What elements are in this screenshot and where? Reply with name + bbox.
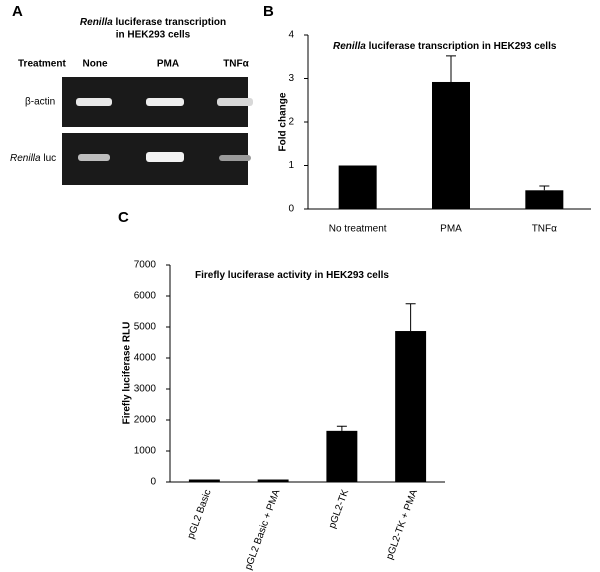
- y-tick-label: 2000: [134, 415, 157, 426]
- bar: [326, 430, 358, 482]
- y-tick-label: 0: [288, 204, 294, 215]
- gel-band: [78, 154, 110, 161]
- panel-label: C: [118, 209, 129, 226]
- bar: [257, 479, 289, 482]
- chart-title: Renilla luciferase transcription in HEK2…: [333, 41, 557, 52]
- gel-row-label-italic: Renilla: [10, 153, 41, 164]
- y-tick-label: 7000: [134, 260, 157, 271]
- y-tick-label: 1000: [134, 446, 157, 457]
- x-tick-label: pGL2 Basic: [186, 488, 214, 540]
- bar: [188, 479, 220, 482]
- gel-band: [217, 98, 253, 106]
- gel-row-label-text: luc: [43, 153, 56, 164]
- y-tick-label: 5000: [134, 322, 157, 333]
- x-tick-label: PMA: [440, 224, 462, 235]
- panel-label: A: [12, 3, 23, 20]
- gel-title-line: in HEK293 cells: [116, 30, 191, 41]
- y-axis-label: Fold change: [278, 92, 289, 151]
- y-tick-label: 3000: [134, 384, 157, 395]
- bar: [395, 331, 427, 482]
- y-tick-label: 2: [288, 117, 294, 128]
- bar: [525, 190, 564, 209]
- x-tick-label: pGL2-TK: [327, 488, 351, 530]
- chart-title-text: Firefly luciferase activity in HEK293 ce…: [195, 270, 389, 281]
- chart-title: Firefly luciferase activity in HEK293 ce…: [195, 270, 389, 281]
- chart-title-italic: Renilla: [333, 41, 366, 52]
- lane-label: None: [83, 59, 108, 70]
- y-tick-label: 3: [288, 73, 294, 84]
- gel-title-line: luciferase transcription: [115, 17, 226, 28]
- chart-title-text: luciferase transcription in HEK293 cells: [369, 41, 557, 52]
- error-bar: [405, 303, 416, 332]
- x-tick-label: No treatment: [329, 224, 387, 235]
- error-bar: [446, 55, 456, 82]
- x-tick-label: TNFα: [532, 224, 557, 235]
- gel-row-label: β-actin: [25, 97, 55, 108]
- error-bar: [539, 185, 550, 191]
- y-tick-label: 0: [150, 477, 156, 488]
- y-tick-label: 4: [288, 30, 294, 41]
- gel-band: [146, 98, 184, 106]
- gel-title-italic: Renilla: [80, 17, 113, 28]
- y-axis-label: Firefly luciferase RLU: [122, 322, 133, 425]
- gel-band: [219, 155, 251, 161]
- y-tick-label: 4000: [134, 353, 157, 364]
- lane-label: PMA: [157, 59, 179, 70]
- gel-row-header: Treatment: [18, 59, 66, 70]
- x-tick-label: pGL2-TK + PMA: [384, 488, 420, 561]
- error-bar: [336, 425, 347, 431]
- bar: [432, 81, 470, 209]
- gel-band: [146, 152, 184, 162]
- gel-title: Renilla luciferase transcription: [80, 17, 226, 28]
- panel-label: B: [263, 3, 274, 20]
- gel-row-label: Renilla luc: [10, 153, 56, 164]
- gel-band: [76, 98, 112, 106]
- y-tick-label: 6000: [134, 291, 157, 302]
- y-tick-label: 1: [288, 160, 294, 171]
- lane-label: TNFα: [223, 59, 249, 70]
- bar: [338, 165, 377, 209]
- x-tick-label: pGL2 Basic + PMA: [243, 488, 282, 572]
